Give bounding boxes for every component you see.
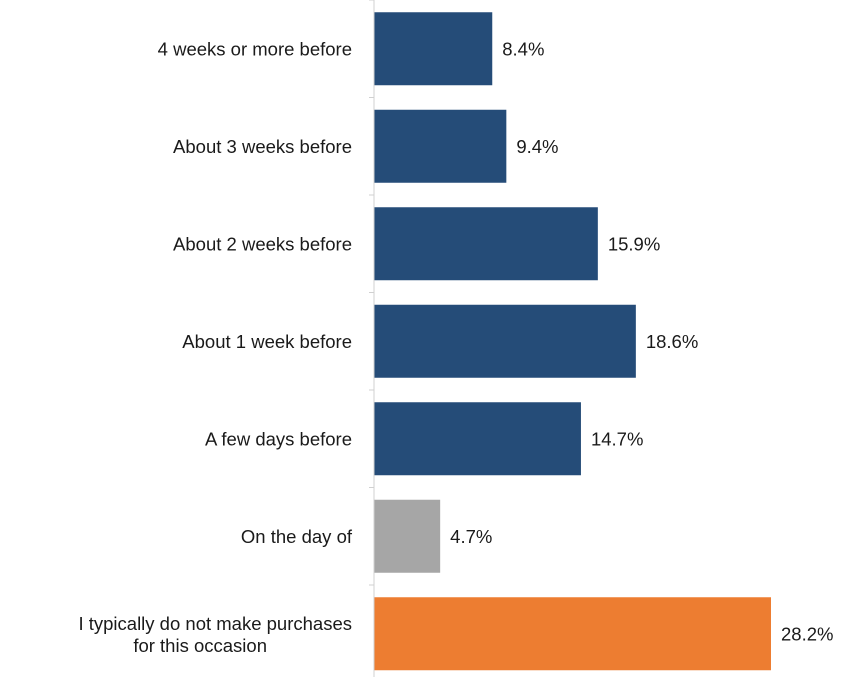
bar xyxy=(374,402,581,476)
bar-value-label: 9.4% xyxy=(516,136,558,157)
category-labels-group: 4 weeks or more before About 3 weeks befo… xyxy=(78,38,352,656)
bar-value-label: 4.7% xyxy=(450,526,492,547)
category-label: About 2 weeks before xyxy=(173,233,352,254)
bar-value-label: 18.6% xyxy=(646,331,698,352)
category-label: A few days before xyxy=(205,428,352,449)
bar-value-label: 15.9% xyxy=(608,233,660,254)
category-label: About 1 week before xyxy=(182,331,352,352)
bar xyxy=(374,499,441,573)
value-labels-group: 8.4% 9.4% 15.9% 18.6% 14.7% 4.7% 28.2% xyxy=(450,38,833,644)
bar xyxy=(374,304,636,378)
bar xyxy=(374,207,598,281)
category-label: 4 weeks or more before xyxy=(158,38,352,59)
category-label: About 3 weeks before xyxy=(173,136,352,157)
bar xyxy=(374,109,507,183)
bar xyxy=(374,597,771,671)
bars-group xyxy=(374,12,771,671)
bar xyxy=(374,12,493,86)
category-axis xyxy=(369,0,375,677)
bar-value-label: 14.7% xyxy=(591,428,643,449)
category-label: On the day of xyxy=(241,526,353,547)
bar-value-label: 28.2% xyxy=(781,623,833,644)
bar-value-label: 8.4% xyxy=(502,38,544,59)
category-label: I typically do not make purchases for thi… xyxy=(78,613,352,656)
